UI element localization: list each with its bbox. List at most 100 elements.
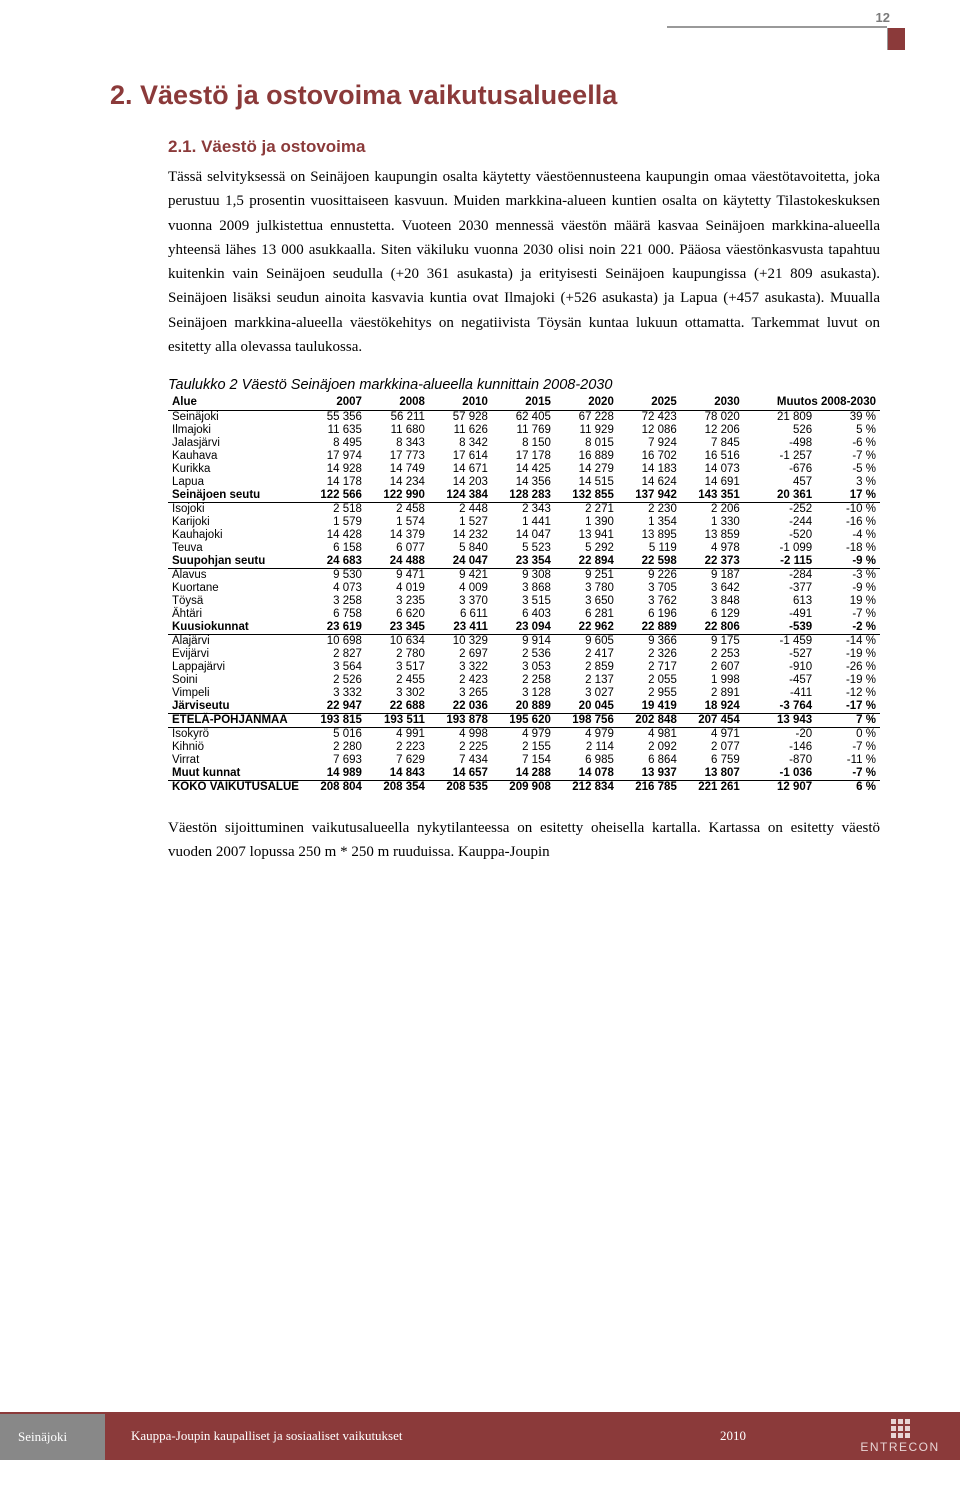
table-cell: 19 % <box>816 595 880 608</box>
table-cell: 4 073 <box>303 582 366 595</box>
table-cell: 23 619 <box>303 621 366 635</box>
table-cell: 132 855 <box>555 489 618 503</box>
table-cell: 23 345 <box>366 621 429 635</box>
table-row: Isojoki2 5182 4582 4482 3432 2712 2302 2… <box>168 502 880 516</box>
table-cell: 39 % <box>816 410 880 424</box>
table-row: Jalasjärvi8 4958 3438 3428 1508 0157 924… <box>168 437 880 450</box>
table-cell: 8 015 <box>555 437 618 450</box>
table-cell: 3 515 <box>492 595 555 608</box>
table-cell: 6 620 <box>366 608 429 621</box>
logo-text: ENTRECON <box>860 1440 939 1454</box>
table-cell: 20 361 <box>744 489 816 503</box>
document-page: 12 2. Väestö ja ostovoima vaikutusalueel… <box>0 0 960 1460</box>
table-cell: 3 027 <box>555 687 618 700</box>
closing-paragraph: Väestön sijoittuminen vaikutusalueella n… <box>110 816 880 865</box>
table-cell: 526 <box>744 424 816 437</box>
table-cell: -252 <box>744 502 816 516</box>
table-cell: 216 785 <box>618 780 681 794</box>
table-cell: 221 261 <box>681 780 744 794</box>
table-cell: 8 495 <box>303 437 366 450</box>
table-cell: 4 971 <box>681 727 744 741</box>
table-cell: 17 178 <box>492 450 555 463</box>
table-cell: 8 342 <box>429 437 492 450</box>
table-cell: Kihniö <box>168 741 303 754</box>
table-cell: Ilmajoki <box>168 424 303 437</box>
table-cell: 613 <box>744 595 816 608</box>
table-row: Virrat7 6937 6297 4347 1546 9856 8646 75… <box>168 754 880 767</box>
table-cell: 5 016 <box>303 727 366 741</box>
table-cell: 2 055 <box>618 674 681 687</box>
table-cell: 56 211 <box>366 410 429 424</box>
table-cell: 78 020 <box>681 410 744 424</box>
table-cell: -910 <box>744 661 816 674</box>
table-cell: 22 947 <box>303 700 366 714</box>
table-cell: 3 705 <box>618 582 681 595</box>
table-cell: 2 955 <box>618 687 681 700</box>
table-cell: 2 455 <box>366 674 429 687</box>
table-cell: 11 769 <box>492 424 555 437</box>
table-cell: 57 928 <box>429 410 492 424</box>
table-cell: 2 280 <box>303 741 366 754</box>
col-header: 2030 <box>681 395 744 410</box>
table-cell: 6 758 <box>303 608 366 621</box>
table-cell: 3 332 <box>303 687 366 700</box>
table-cell: -3 764 <box>744 700 816 714</box>
table-cell: Lappajärvi <box>168 661 303 674</box>
table-cell: KOKO VAIKUTUSALUE <box>168 780 303 794</box>
table-cell: 22 598 <box>618 555 681 569</box>
table-cell: 14 691 <box>681 476 744 489</box>
table-cell: 2 253 <box>681 648 744 661</box>
table-cell: 3 650 <box>555 595 618 608</box>
table-cell: 6 403 <box>492 608 555 621</box>
table-cell: Suupohjan seutu <box>168 555 303 569</box>
table-cell: 14 379 <box>366 529 429 542</box>
section-title: 2. Väestö ja ostovoima vaikutusalueella <box>110 80 880 111</box>
table-cell: -2 115 <box>744 555 816 569</box>
table-cell: Kuusiokunnat <box>168 621 303 635</box>
col-header: 2015 <box>492 395 555 410</box>
table-cell: 122 990 <box>366 489 429 503</box>
table-cell: 2 891 <box>681 687 744 700</box>
table-cell: 13 937 <box>618 767 681 781</box>
table-cell: 4 978 <box>681 542 744 555</box>
table-cell: -146 <box>744 741 816 754</box>
table-cell: 4 981 <box>618 727 681 741</box>
table-cell: -491 <box>744 608 816 621</box>
table-cell: 124 384 <box>429 489 492 503</box>
table-cell: 17 614 <box>429 450 492 463</box>
table-cell: 14 279 <box>555 463 618 476</box>
table-cell: Kauhajoki <box>168 529 303 542</box>
table-cell: 16 702 <box>618 450 681 463</box>
table-cell: 9 421 <box>429 568 492 582</box>
table-cell: 2 258 <box>492 674 555 687</box>
table-cell: -284 <box>744 568 816 582</box>
table-cell: 24 047 <box>429 555 492 569</box>
table-cell: 24 683 <box>303 555 366 569</box>
table-cell: 14 078 <box>555 767 618 781</box>
table-cell: 2 448 <box>429 502 492 516</box>
table-cell: 6 864 <box>618 754 681 767</box>
table-cell: 6 759 <box>681 754 744 767</box>
table-cell: -411 <box>744 687 816 700</box>
table-row: Soini2 5262 4552 4232 2582 1372 0551 998… <box>168 674 880 687</box>
table-cell: ETELÄ-POHJANMAA <box>168 713 303 727</box>
table-cell: Alajärvi <box>168 634 303 648</box>
table-cell: 4 979 <box>555 727 618 741</box>
table-cell: 14 073 <box>681 463 744 476</box>
table-cell: 1 579 <box>303 516 366 529</box>
table-cell: Seinäjoen seutu <box>168 489 303 503</box>
table-row: Seinäjoen seutu122 566122 990124 384128 … <box>168 489 880 503</box>
table-cell: 3 517 <box>366 661 429 674</box>
col-header: Alue <box>168 395 303 410</box>
table-cell: 9 914 <box>492 634 555 648</box>
table-cell: -16 % <box>816 516 880 529</box>
table-cell: -3 % <box>816 568 880 582</box>
header-accent <box>887 28 905 50</box>
table-row: Järviseutu22 94722 68822 03620 88920 045… <box>168 700 880 714</box>
table-row: Seinäjoki55 35656 21157 92862 40567 2287… <box>168 410 880 424</box>
table-cell: 12 086 <box>618 424 681 437</box>
table-cell: 3 780 <box>555 582 618 595</box>
table-cell: -1 036 <box>744 767 816 781</box>
table-cell: 2 780 <box>366 648 429 661</box>
table-cell: 1 354 <box>618 516 681 529</box>
